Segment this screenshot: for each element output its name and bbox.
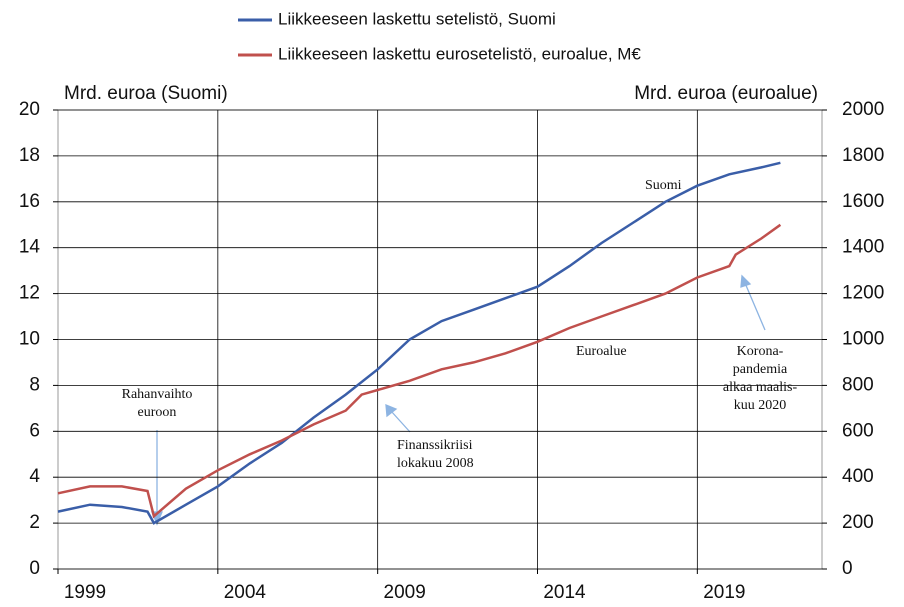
y-tick-label: 8 xyxy=(29,374,40,395)
x-tick-label: 2014 xyxy=(543,582,586,603)
annotation: Rahanvaihto xyxy=(122,387,193,402)
x-tick-label: 2004 xyxy=(224,582,267,603)
series-line xyxy=(57,223,782,519)
annotation: lokakuu 2008 xyxy=(397,456,474,471)
x-tick-label: 2019 xyxy=(703,582,745,603)
y-tick-label: 14 xyxy=(19,237,41,258)
y2-tick-label: 1400 xyxy=(842,237,884,258)
y2-tick-label: 1800 xyxy=(842,145,884,166)
series-line xyxy=(57,161,781,525)
x-tick-label: 2009 xyxy=(384,582,426,603)
y2-tick-label: 400 xyxy=(842,466,874,487)
y2-tick-label: 200 xyxy=(842,512,874,533)
y-tick-label: 4 xyxy=(29,466,40,487)
y2-tick-label: 1600 xyxy=(842,191,884,212)
annotation: Korona- xyxy=(737,344,784,359)
y2-tick-label: 0 xyxy=(842,558,853,579)
annotation: pandemia xyxy=(733,362,788,377)
y2-tick-label: 1200 xyxy=(842,283,884,304)
annotation: alkaa maalis- xyxy=(723,380,798,395)
annotation: kuu 2020 xyxy=(734,398,787,413)
arrows xyxy=(151,274,766,526)
y-tick-label: 16 xyxy=(19,191,40,212)
annotation: Finanssikriisi xyxy=(397,438,473,453)
y2-tick-label: 1000 xyxy=(842,329,884,350)
annotation: Euroalue xyxy=(576,344,627,359)
legend-label: Liikkeeseen laskettu eurosetelistö, euro… xyxy=(278,44,641,63)
y-tick-label: 20 xyxy=(19,99,40,120)
y-tick-label: 18 xyxy=(19,145,40,166)
annotation: Suomi xyxy=(645,178,682,193)
y-tick-label: 2 xyxy=(29,512,40,533)
y2-tick-label: 800 xyxy=(842,374,874,395)
y2-axis-title: Mrd. euroa (euroalue) xyxy=(634,83,818,104)
annotation: euroon xyxy=(138,405,177,420)
y2-tick-label: 600 xyxy=(842,420,874,441)
y-tick-label: 0 xyxy=(29,558,40,579)
y-tick-label: 12 xyxy=(19,283,40,304)
y-axis-title: Mrd. euroa (Suomi) xyxy=(64,83,228,104)
y-tick-label: 10 xyxy=(19,329,40,350)
y-tick-label: 6 xyxy=(29,420,40,441)
y2-tick-label: 2000 xyxy=(842,99,884,120)
legend-label: Liikkeeseen laskettu setelistö, Suomi xyxy=(278,9,556,28)
x-tick-label: 1999 xyxy=(64,582,106,603)
